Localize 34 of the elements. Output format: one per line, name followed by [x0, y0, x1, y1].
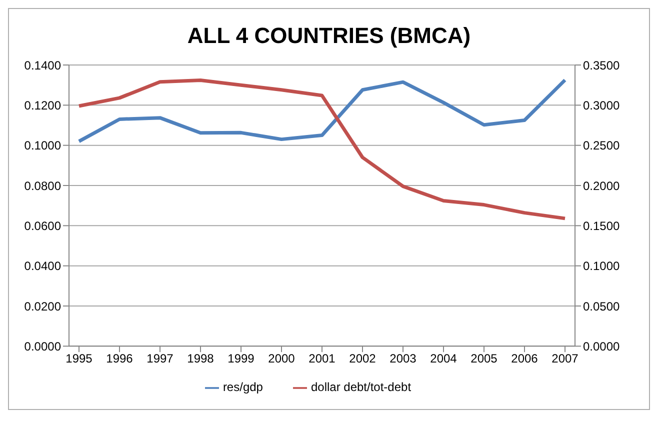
- x-tick-label: 1999: [228, 352, 255, 366]
- y2-tick-label: 0.0500: [583, 299, 620, 314]
- y-tick-label: 0.0600: [24, 218, 62, 233]
- y2-tick-label: 0.2000: [583, 178, 620, 193]
- x-tick-label: 1995: [66, 352, 93, 366]
- x-tick-label: 2006: [511, 352, 538, 366]
- chart-title: ALL 4 COUNTRIES (BMCA): [186, 23, 472, 50]
- y2-tick-label: 0.2500: [583, 138, 620, 153]
- x-tick-label: 2001: [308, 352, 336, 366]
- y-tick-label: 0.1000: [24, 138, 62, 153]
- x-tick-label: 2000: [268, 352, 296, 366]
- x-tick-label: 2004: [430, 352, 458, 366]
- y2-tick-label: 0.0000: [583, 339, 620, 354]
- legend-label: res/gdp: [222, 380, 263, 394]
- line-series: [77, 78, 567, 144]
- line-series: [77, 78, 567, 220]
- x-tick-label: 1998: [187, 352, 214, 366]
- y2-tick-label: 0.3500: [583, 58, 620, 72]
- x-tick-label: 2007: [552, 352, 579, 366]
- x-tick-label: 1996: [106, 352, 134, 366]
- x-tick-label: 2005: [470, 352, 498, 366]
- y-tick-label: 0.1400: [24, 58, 62, 72]
- y-tick-label: 0.0400: [24, 259, 62, 274]
- y2-tick-label: 0.3000: [583, 98, 620, 112]
- y-tick-label: 0.0200: [24, 299, 62, 314]
- x-tick-label: 2003: [390, 352, 417, 366]
- x-tick-label: 1997: [146, 352, 174, 366]
- y-tick-label: 0.0000: [24, 339, 62, 354]
- y2-tick-label: 0.1500: [583, 218, 620, 233]
- x-tick-label: 2002: [349, 352, 376, 366]
- y-tick-label: 0.1200: [24, 98, 62, 112]
- y2-tick-label: 0.1000: [583, 259, 620, 274]
- legend-label: dollar debt/tot-debt: [310, 380, 412, 394]
- y-tick-label: 0.0800: [24, 178, 62, 193]
